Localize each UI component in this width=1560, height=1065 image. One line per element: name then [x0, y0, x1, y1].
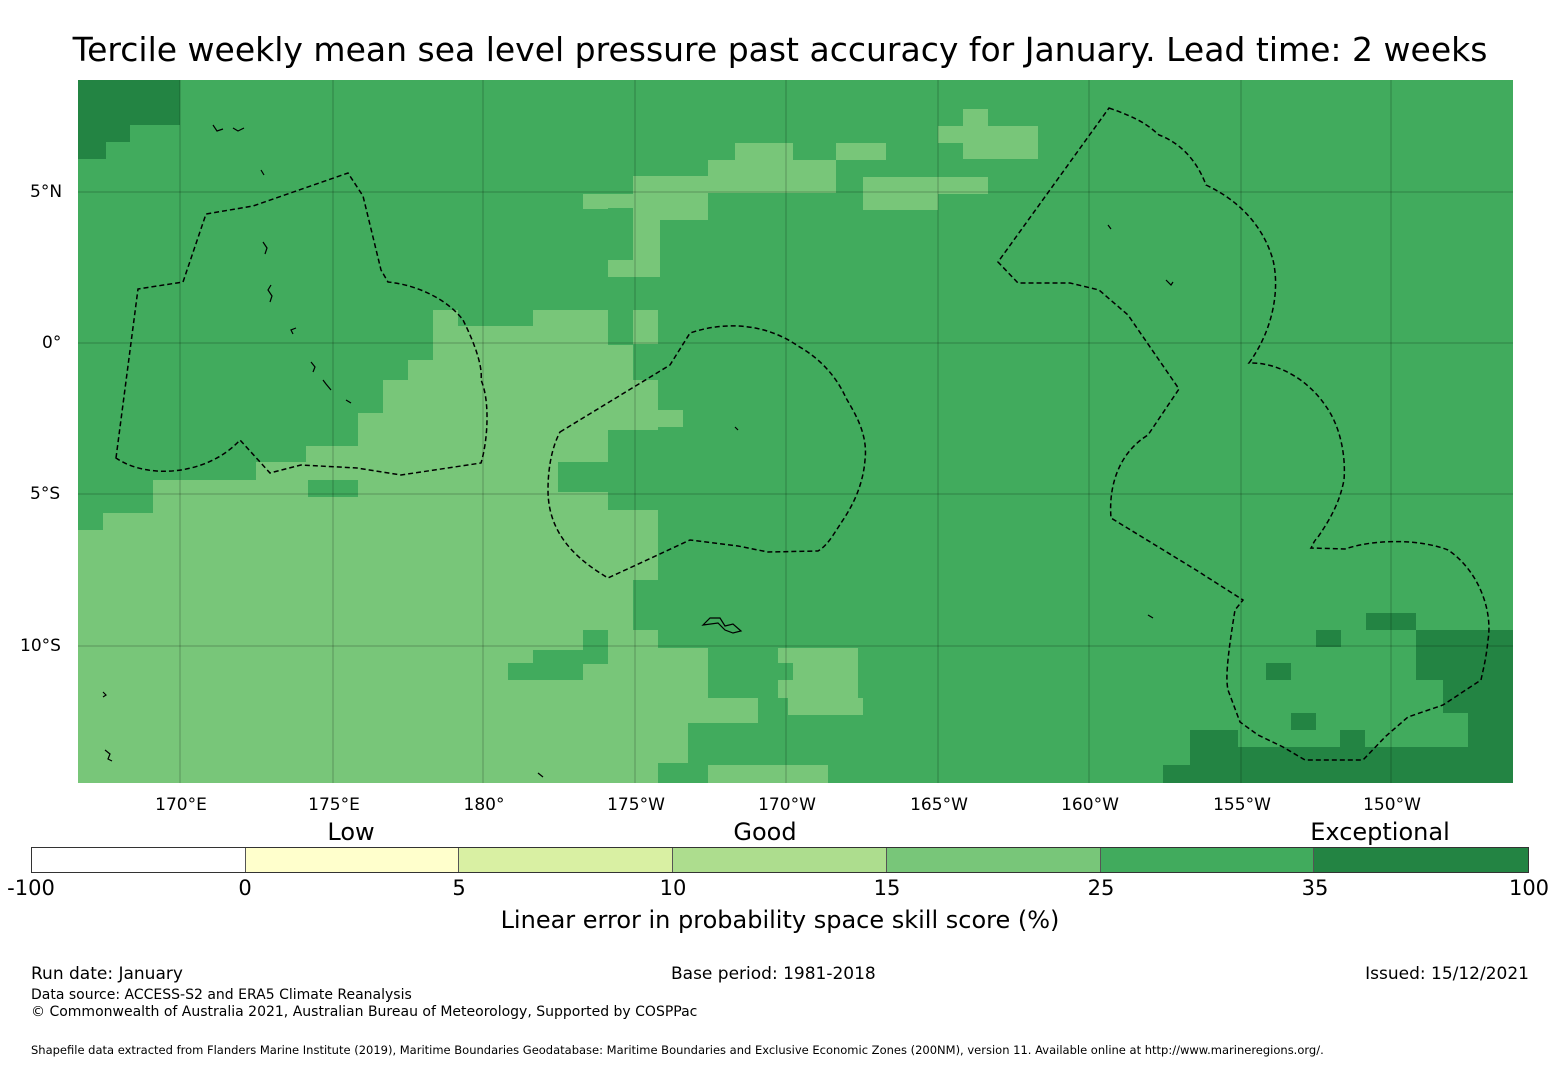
mid-skill-patch-6	[658, 723, 688, 763]
x-tick-label: 155°W	[1213, 795, 1271, 815]
mid-skill-patch-16	[658, 410, 683, 427]
shapefile-credit: Shapefile data extracted from Flanders M…	[31, 1043, 1324, 1057]
mid-skill-patch-14	[735, 143, 793, 177]
exceptional-patch-3	[1266, 663, 1291, 680]
colorbar-segment	[1100, 848, 1315, 872]
mid-skill-regions	[78, 109, 1038, 783]
mid-skill-patch-11	[938, 177, 988, 194]
y-tick-label: 0°	[42, 333, 62, 353]
colorbar-segment	[32, 848, 246, 872]
islands-coastline	[102, 124, 1174, 778]
issued-date: Issued: 15/12/2021	[1365, 964, 1529, 984]
copyright: © Commonwealth of Australia 2021, Austra…	[31, 1004, 698, 1020]
category-low: Low	[327, 818, 375, 846]
mid-skill-patch-8	[836, 143, 886, 160]
mid-skill-patch-2	[658, 648, 708, 698]
category-good: Good	[733, 818, 797, 846]
mid-skill-patch-5	[788, 698, 863, 715]
high-skill-patch-5	[608, 208, 633, 225]
colorbar	[31, 847, 1529, 873]
graticule	[78, 80, 1513, 783]
exceptional-northwest	[78, 80, 180, 159]
x-tick-label: 165°W	[910, 795, 968, 815]
y-tick-label: 5°S	[30, 484, 61, 504]
eez-tokelau	[547, 325, 867, 579]
colorbar-tick: 100	[1508, 876, 1550, 900]
exceptional-southeast	[1163, 630, 1513, 783]
y-tick-label: 5°N	[30, 182, 63, 202]
colorbar-tick: 35	[1301, 876, 1329, 900]
colorbar-segment	[459, 848, 674, 872]
map-title: Tercile weekly mean sea level pressure p…	[72, 30, 1488, 69]
mid-skill-patch-3	[658, 698, 758, 723]
mid-skill-patch-12	[963, 109, 988, 126]
mid-skill-patch-13	[963, 126, 1038, 159]
high-skill-islands	[308, 208, 793, 680]
mid-skill-patch-10	[938, 126, 963, 143]
x-tick-label: 170°W	[758, 795, 816, 815]
colorbar-segment	[1314, 848, 1529, 872]
x-tick-label: 160°W	[1061, 795, 1119, 815]
x-tick-label: 150°W	[1363, 795, 1421, 815]
colorbar-tick: -100	[7, 876, 55, 900]
eez-line-islands	[997, 107, 1490, 761]
mid-skill-patch-9	[863, 177, 938, 210]
mid-skill-west	[78, 160, 836, 783]
skill-map	[78, 80, 1513, 783]
high-skill-patch-2	[308, 480, 358, 497]
category-exceptional: Exceptional	[1310, 818, 1450, 846]
mid-skill-patch-15	[633, 310, 658, 344]
colorbar-tick: 5	[452, 876, 466, 900]
eez-boundaries	[115, 107, 1490, 761]
colorbar-tick: 10	[659, 876, 687, 900]
high-skill-patch-3	[508, 663, 558, 680]
high-skill-patch-7	[735, 663, 793, 680]
high-skill-patch-6	[583, 630, 608, 664]
x-tick-label: 175°W	[607, 795, 665, 815]
high-skill-patch-1	[381, 310, 406, 343]
run-date: Run date: January	[31, 964, 183, 984]
base-period: Base period: 1981-2018	[671, 964, 876, 984]
mid-skill-patch-7	[708, 765, 828, 783]
exceptional-patch-1	[1366, 613, 1416, 630]
high-skill-patch-4	[558, 462, 608, 492]
x-tick-label: 180°	[463, 795, 505, 815]
x-tick-label: 175°E	[308, 795, 360, 815]
exceptional-skill-regions	[78, 80, 1513, 783]
colorbar-segment	[673, 848, 887, 872]
colorbar-tick: 0	[238, 876, 252, 900]
colorbar-label: Linear error in probability space skill …	[500, 906, 1060, 934]
data-source: Data source: ACCESS-S2 and ERA5 Climate …	[31, 987, 412, 1003]
y-tick-label: 10°S	[20, 636, 61, 656]
colorbar-segment	[245, 848, 460, 872]
exceptional-patch-2	[1316, 630, 1341, 647]
eez-tuvalu-kiribati-west	[115, 172, 488, 476]
colorbar-tick: 15	[873, 876, 901, 900]
exceptional-patch-4	[1291, 713, 1316, 730]
colorbar-tick: 25	[1087, 876, 1115, 900]
colorbar-segment	[886, 848, 1101, 872]
x-tick-label: 170°E	[155, 795, 207, 815]
